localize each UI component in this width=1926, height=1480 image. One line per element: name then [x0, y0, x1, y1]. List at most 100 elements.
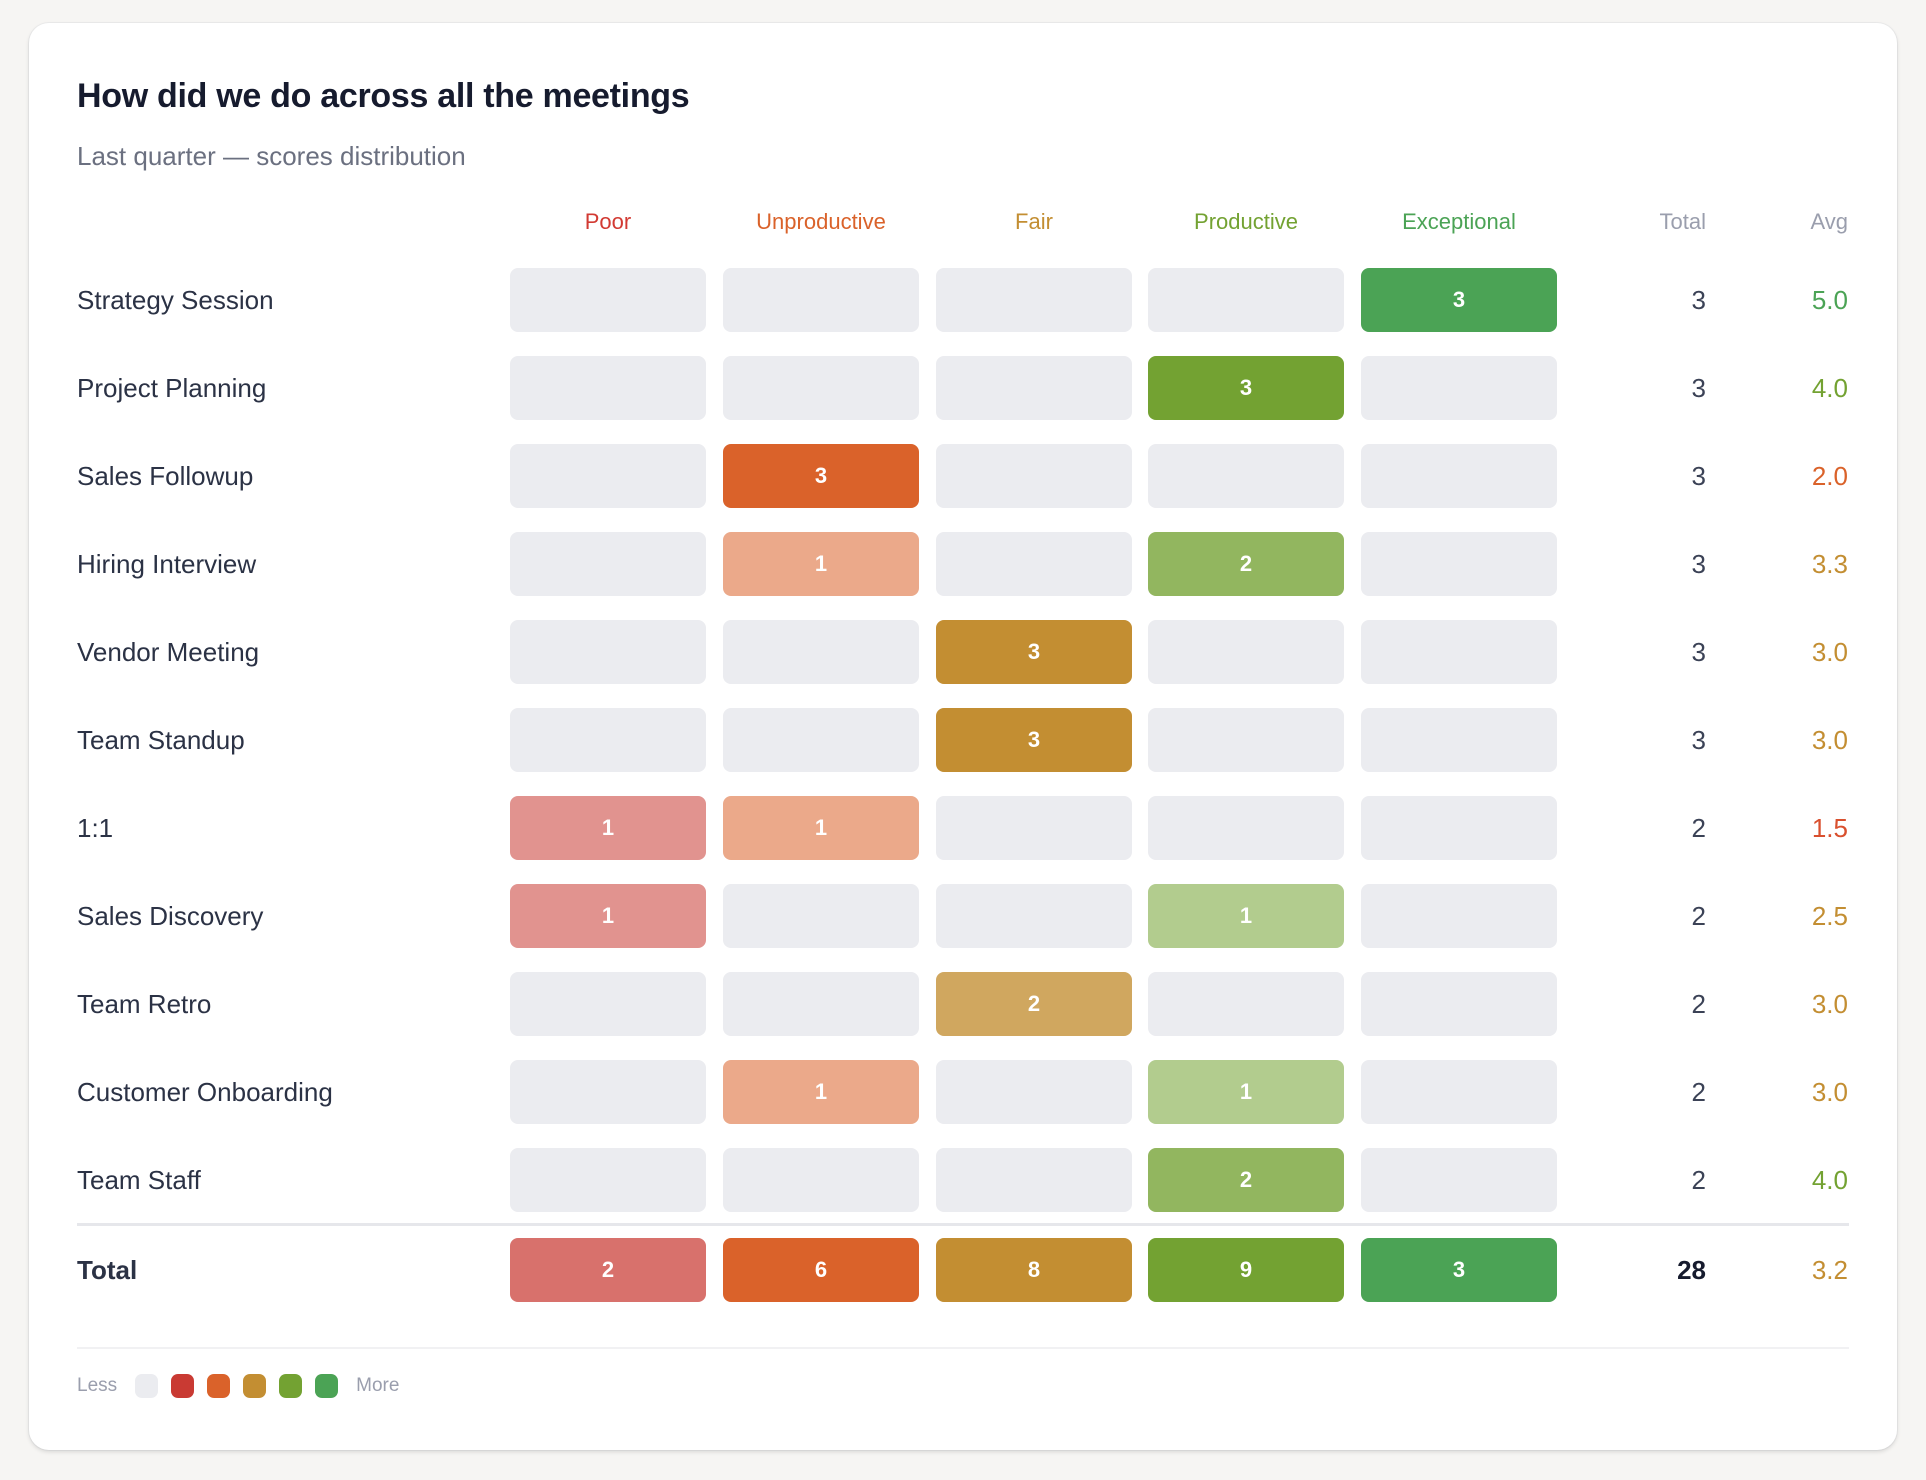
heatmap-cell-unproductive[interactable] — [723, 972, 919, 1036]
heatmap-cell-unproductive[interactable]: 1 — [723, 532, 919, 596]
heatmap-cell-fair[interactable]: 3 — [936, 620, 1132, 684]
row-average: 5.0 — [1811, 285, 1848, 315]
heatmap-cell-exceptional[interactable] — [1361, 1060, 1557, 1124]
heatmap-cell-unproductive[interactable] — [723, 268, 919, 332]
table-row: Sales Discovery 1 1 2 2.5 — [29, 884, 1897, 948]
heatmap-cell-fair[interactable] — [936, 796, 1132, 860]
totals-label: Total — [77, 1255, 138, 1285]
heatmap-cell-exceptional[interactable] — [1361, 620, 1557, 684]
legend-less-label: Less — [77, 1375, 118, 1396]
heatmap-cell-fair[interactable] — [936, 444, 1132, 508]
heatmap-cell-unproductive[interactable] — [723, 356, 919, 420]
heatmap-cell-exceptional[interactable] — [1361, 796, 1557, 860]
column-header-unproductive: Unproductive — [756, 209, 886, 234]
table-row: Team Staff 2 2 4.0 — [29, 1148, 1897, 1212]
heatmap-cell-fair[interactable] — [936, 268, 1132, 332]
heatmap-cell-fair[interactable]: 3 — [936, 708, 1132, 772]
row-label: Customer Onboarding — [77, 1077, 333, 1107]
heatmap-cell-fair[interactable] — [936, 1148, 1132, 1212]
row-label: Team Standup — [77, 725, 245, 755]
row-total: 3 — [1691, 549, 1706, 579]
heatmap-cell-exceptional[interactable] — [1361, 1148, 1557, 1212]
heatmap-cell-poor[interactable] — [510, 972, 706, 1036]
heatmap-cell-fair[interactable]: 8 — [936, 1238, 1132, 1302]
table-row: Sales Followup 3 3 2.0 — [29, 444, 1897, 508]
row-total: 3 — [1691, 461, 1706, 491]
heatmap-cell-productive[interactable] — [1148, 708, 1344, 772]
row-label: Team Retro — [77, 989, 212, 1019]
row-total: 3 — [1691, 637, 1706, 667]
heatmap-cell-poor[interactable] — [510, 1148, 706, 1212]
table-row: Customer Onboarding 1 1 2 3.0 — [29, 1060, 1897, 1124]
heatmap-cell-poor[interactable] — [510, 268, 706, 332]
heatmap-cell-exceptional[interactable] — [1361, 532, 1557, 596]
heatmap-cell-productive[interactable] — [1148, 444, 1344, 508]
heatmap-cell-productive[interactable]: 9 — [1148, 1238, 1344, 1302]
legend-swatch-fair — [243, 1374, 267, 1398]
heatmap-cell-fair[interactable]: 2 — [936, 972, 1132, 1036]
heatmap-cell-fair[interactable] — [936, 532, 1132, 596]
table-row: Team Retro 2 2 3.0 — [29, 972, 1897, 1036]
heatmap-cell-productive[interactable]: 1 — [1148, 884, 1344, 948]
overall-average: 3.2 — [1811, 1255, 1848, 1285]
row-total: 3 — [1691, 373, 1706, 403]
heatmap-cell-fair[interactable] — [936, 1060, 1132, 1124]
heatmap-cell-fair[interactable] — [936, 356, 1132, 420]
heatmap-cell-unproductive[interactable]: 1 — [723, 1060, 919, 1124]
table-row: Team Standup 3 3 3.0 — [29, 708, 1897, 772]
legend-more-label: More — [356, 1375, 400, 1396]
heatmap-cell-unproductive[interactable] — [723, 620, 919, 684]
heatmap-cell-exceptional[interactable] — [1361, 972, 1557, 1036]
heatmap-cell-poor[interactable] — [510, 1060, 706, 1124]
heatmap-cell-productive[interactable]: 1 — [1148, 1060, 1344, 1124]
row-label: 1:1 — [77, 813, 114, 843]
heatmap-cell-productive[interactable] — [1148, 620, 1344, 684]
column-header-poor: Poor — [584, 209, 632, 234]
heatmap-cell-poor[interactable] — [510, 708, 706, 772]
heatmap-cell-fair[interactable] — [936, 884, 1132, 948]
heatmap-cell-productive[interactable]: 2 — [1148, 1148, 1344, 1212]
row-total: 2 — [1691, 1077, 1706, 1107]
heatmap-cell-unproductive[interactable] — [723, 1148, 919, 1212]
heatmap-cell-poor[interactable] — [510, 444, 706, 508]
heatmap-cell-unproductive[interactable] — [723, 884, 919, 948]
heatmap-cell-exceptional[interactable]: 3 — [1361, 268, 1557, 332]
heatmap-cell-unproductive[interactable] — [723, 708, 919, 772]
legend-swatch-poor — [171, 1374, 195, 1398]
legend-swatch-empty — [135, 1374, 159, 1398]
row-average: 3.3 — [1811, 549, 1848, 579]
column-header-total: Total — [1659, 209, 1706, 234]
heatmap-cell-unproductive[interactable]: 3 — [723, 444, 919, 508]
row-label: Vendor Meeting — [77, 637, 260, 667]
row-total: 3 — [1691, 285, 1706, 315]
heatmap-cell-poor[interactable] — [510, 532, 706, 596]
heatmap-cell-poor[interactable]: 1 — [510, 884, 706, 948]
heatmap-cell-productive[interactable]: 2 — [1148, 532, 1344, 596]
heatmap-cell-exceptional[interactable] — [1361, 444, 1557, 508]
heatmap-cell-exceptional[interactable] — [1361, 708, 1557, 772]
heatmap-cell-poor[interactable]: 2 — [510, 1238, 706, 1302]
heatmap-cell-unproductive[interactable]: 1 — [723, 796, 919, 860]
column-header-avg: Avg — [1810, 209, 1848, 234]
legend: Less More — [77, 1373, 399, 1399]
heatmap-cell-exceptional[interactable]: 3 — [1361, 1238, 1557, 1302]
heatmap-cell-unproductive[interactable]: 6 — [723, 1238, 919, 1302]
heatmap-cell-exceptional[interactable] — [1361, 356, 1557, 420]
heatmap-cell-productive[interactable]: 3 — [1148, 356, 1344, 420]
row-total: 2 — [1691, 989, 1706, 1019]
heatmap-cell-productive[interactable] — [1148, 972, 1344, 1036]
heatmap-cell-productive[interactable] — [1148, 268, 1344, 332]
row-average: 2.0 — [1811, 461, 1848, 491]
row-average: 4.0 — [1811, 1165, 1848, 1195]
table-row: 1:1 1 1 2 1.5 — [29, 796, 1897, 860]
heatmap-cell-productive[interactable] — [1148, 796, 1344, 860]
heatmap-cell-poor[interactable] — [510, 620, 706, 684]
legend-divider — [77, 1347, 1849, 1349]
heatmap-cell-poor[interactable] — [510, 356, 706, 420]
heatmap-cell-poor[interactable]: 1 — [510, 796, 706, 860]
legend-swatches — [135, 1374, 339, 1398]
column-header-productive: Productive — [1194, 209, 1298, 234]
heatmap-cell-exceptional[interactable] — [1361, 884, 1557, 948]
totals-row: Total 2 6 8 9 3 28 3.2 — [29, 1238, 1897, 1302]
row-total: 2 — [1691, 1165, 1706, 1195]
